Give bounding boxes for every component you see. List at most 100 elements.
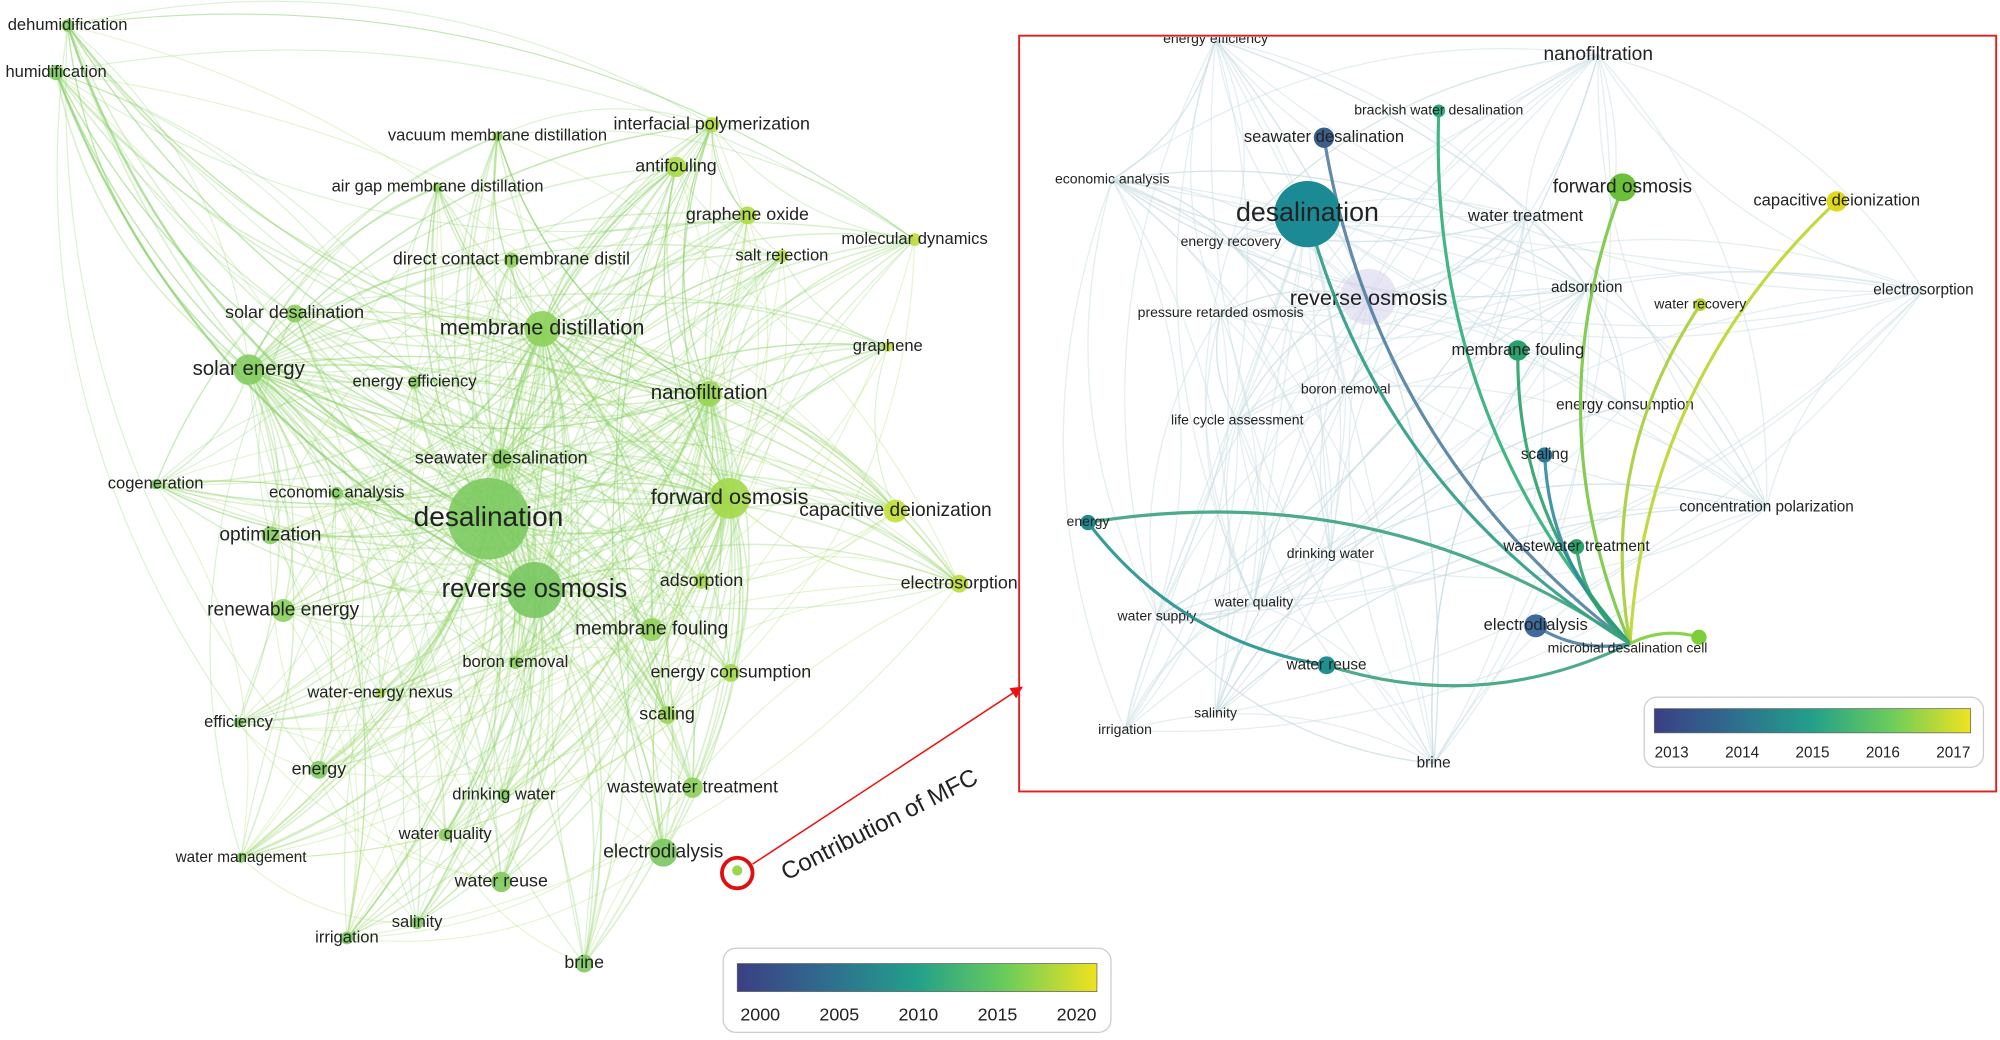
edge	[346, 583, 960, 939]
edge	[711, 124, 915, 241]
faded-edge	[1597, 54, 1924, 292]
edge	[414, 214, 748, 383]
edge	[346, 328, 546, 939]
node-label: membrane distillation	[440, 315, 645, 340]
node	[285, 304, 304, 323]
edge	[155, 483, 489, 538]
edge	[414, 381, 960, 585]
faded-label: pressure retarded osmosis	[1138, 304, 1304, 320]
edge	[612, 124, 713, 853]
faded-edge	[1111, 47, 1599, 181]
edge	[541, 328, 731, 499]
faded-edge	[1307, 216, 1626, 406]
edge	[503, 714, 668, 796]
edge	[346, 393, 710, 939]
node	[233, 717, 244, 728]
edge	[282, 610, 357, 939]
edge	[240, 328, 543, 859]
edge	[424, 187, 490, 520]
edge	[666, 166, 710, 395]
edge	[379, 166, 677, 694]
edge	[248, 369, 503, 883]
edge	[652, 498, 731, 853]
edge	[514, 328, 565, 664]
node	[1313, 127, 1335, 148]
edge	[416, 393, 710, 924]
node-label: drinking water	[452, 785, 556, 804]
edge	[583, 393, 722, 964]
edge	[248, 221, 915, 371]
edge	[67, 25, 710, 395]
edge	[708, 255, 783, 394]
edge	[541, 328, 653, 630]
node	[1568, 539, 1585, 555]
edge	[248, 355, 896, 512]
edge	[416, 518, 502, 924]
node-label: reverse osmosis	[442, 575, 628, 603]
node-label: efficiency	[204, 712, 273, 731]
edge	[493, 124, 713, 883]
edge	[155, 483, 489, 538]
node	[508, 656, 522, 670]
edge	[500, 458, 531, 663]
node-label: dehumidification	[8, 15, 128, 34]
edge	[541, 328, 674, 853]
edge	[294, 313, 354, 770]
edge	[533, 124, 713, 591]
edge	[514, 124, 713, 664]
faded-edge	[1215, 39, 1924, 293]
faded-edges	[1062, 38, 1925, 765]
edge	[541, 328, 695, 788]
edge	[487, 518, 533, 883]
node	[658, 706, 677, 724]
faded-edge	[1205, 313, 1255, 604]
colorbar-tick-label: 2013	[1655, 744, 1689, 761]
edge	[1087, 510, 1632, 645]
edge	[318, 328, 543, 771]
edge	[436, 187, 543, 330]
edge	[238, 124, 713, 724]
edge	[294, 312, 730, 499]
node-label: water-energy nexus	[306, 683, 453, 702]
edge	[413, 382, 502, 460]
edge	[248, 369, 446, 835]
node-label: brine	[564, 952, 604, 972]
edge	[541, 328, 730, 500]
edge	[708, 238, 915, 395]
faded-edge	[1216, 313, 1238, 421]
node-label: graphene oxide	[686, 204, 809, 224]
edge	[55, 72, 748, 233]
faded-edge	[1111, 179, 1435, 764]
node-label: vacuum membrane distillation	[388, 126, 607, 145]
edge	[541, 328, 960, 585]
edge	[416, 346, 889, 923]
node	[704, 117, 720, 133]
edge	[675, 166, 783, 257]
edge	[336, 455, 730, 499]
edge	[258, 313, 296, 536]
faded-edge	[1124, 553, 1331, 731]
edge	[55, 72, 446, 835]
edge	[500, 589, 551, 883]
faded-edge	[1345, 287, 1588, 391]
edge	[248, 259, 512, 371]
edge	[318, 693, 381, 771]
faded-edge	[1124, 506, 1767, 732]
node	[375, 688, 386, 699]
faded-edge	[1433, 506, 1767, 764]
edge	[240, 328, 543, 859]
edge	[155, 458, 502, 509]
edge	[270, 458, 502, 537]
edge	[155, 187, 439, 485]
edge	[334, 493, 446, 836]
faded-edge	[1230, 241, 1767, 508]
node-label: scaling	[639, 704, 695, 724]
edge	[1305, 213, 1631, 645]
node	[775, 249, 789, 263]
mfc-node	[732, 865, 743, 876]
faded-edge	[1111, 39, 1217, 181]
faded-label: brine	[1417, 754, 1451, 771]
faded-edge	[1431, 287, 1588, 764]
node	[1693, 298, 1707, 311]
